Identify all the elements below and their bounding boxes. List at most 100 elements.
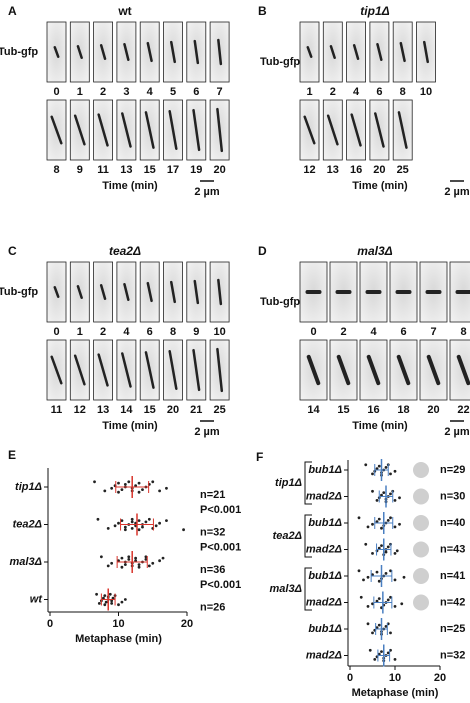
- data-dot: [371, 522, 374, 526]
- time-label: 0: [53, 326, 59, 338]
- spindle: [97, 353, 109, 387]
- time-label: 8: [400, 86, 406, 98]
- data-dot: [144, 558, 148, 561]
- time-label: 16: [367, 404, 379, 416]
- data-dot: [137, 490, 141, 494]
- data-dot: [104, 600, 108, 604]
- cell-icon: [413, 541, 429, 558]
- category-label: bub1Δ: [308, 517, 342, 529]
- data-dot: [182, 528, 185, 532]
- spindle: [350, 113, 362, 147]
- spindle: [73, 354, 86, 386]
- data-dot: [117, 481, 120, 485]
- data-dot: [165, 486, 168, 490]
- n-label: n=21: [200, 489, 225, 501]
- data-dot: [395, 549, 399, 553]
- time-label: 1: [77, 86, 83, 98]
- time-label: 4: [370, 326, 377, 338]
- spindle: [99, 44, 107, 60]
- time-label: 8: [53, 164, 59, 176]
- spindle: [170, 280, 176, 304]
- data-dot: [123, 528, 127, 532]
- spindle: [192, 108, 201, 152]
- spindle: [97, 113, 109, 147]
- spindle: [376, 42, 383, 62]
- data-dot: [147, 517, 151, 521]
- data-dot: [371, 472, 374, 476]
- data-dot: [130, 517, 134, 521]
- data-dot: [137, 528, 141, 532]
- data-dot: [380, 526, 383, 530]
- data-dot: [366, 575, 370, 579]
- spindle: [423, 40, 429, 64]
- data-dot: [154, 524, 158, 528]
- time-label: 1: [306, 86, 312, 98]
- time-label: 2: [100, 86, 106, 98]
- panel-title: wt: [117, 4, 131, 18]
- time-label: 7: [217, 86, 223, 98]
- time-label: 16: [350, 164, 362, 176]
- sd-bar: [375, 623, 388, 635]
- bracket: [304, 461, 312, 505]
- time-label: 6: [376, 86, 382, 98]
- n-label: n=43: [440, 543, 465, 555]
- data-dot: [389, 492, 392, 496]
- category-label: bub1Δ: [308, 623, 342, 635]
- p-label: P<0.001: [200, 541, 241, 553]
- time-label: 19: [190, 164, 202, 176]
- data-dot: [103, 603, 107, 607]
- time-label: 4: [353, 86, 360, 98]
- sd-bar: [374, 464, 389, 476]
- data-dot: [366, 622, 370, 626]
- spindle: [426, 354, 441, 386]
- micrograph: [389, 339, 418, 401]
- spindle: [397, 111, 408, 149]
- data-dot: [384, 466, 388, 469]
- p-label: P<0.001: [200, 579, 241, 591]
- spindle: [123, 42, 130, 62]
- spindle: [99, 284, 107, 300]
- data-dot: [158, 521, 162, 525]
- row-label: Tub-gfp: [0, 46, 38, 58]
- data-dot: [134, 556, 138, 560]
- data-dot: [120, 565, 124, 569]
- data-dot: [137, 481, 141, 485]
- x-axis-label: Metaphase (min): [352, 687, 439, 699]
- data-dot: [366, 525, 370, 529]
- time-label: 3: [123, 86, 129, 98]
- spindle: [456, 354, 470, 386]
- time-label: 2: [340, 326, 346, 338]
- sd-bar: [376, 543, 392, 556]
- time-label: 5: [170, 86, 176, 98]
- data-dot: [120, 600, 124, 604]
- data-dot: [375, 520, 379, 524]
- time-label: 20: [427, 404, 439, 416]
- x-tick-label: 0: [47, 618, 53, 630]
- data-dot: [375, 626, 379, 630]
- data-dot: [123, 563, 127, 566]
- time-axis-label: Time (min): [352, 420, 408, 432]
- data-dot: [364, 542, 368, 546]
- x-tick-label: 10: [112, 618, 124, 630]
- spindle: [121, 112, 132, 148]
- spindle: [336, 354, 351, 386]
- row-label: Tub-gfp: [260, 56, 300, 68]
- data-dot: [371, 602, 374, 606]
- spindle: [123, 282, 130, 302]
- p-label: P<0.001: [200, 504, 241, 516]
- spindle: [366, 354, 381, 386]
- time-label: 7: [430, 326, 436, 338]
- time-label: 9: [193, 326, 199, 338]
- time-label: 10: [213, 326, 225, 338]
- data-dot: [393, 525, 397, 529]
- data-dot: [141, 488, 144, 491]
- data-dot: [151, 480, 155, 484]
- time-axis-label: Time (min): [102, 180, 158, 192]
- spindle: [216, 107, 224, 153]
- micrograph: [419, 261, 448, 323]
- data-dot: [103, 489, 107, 493]
- time-label: 13: [327, 164, 339, 176]
- time-label: 17: [167, 164, 179, 176]
- time-label: 1: [77, 326, 83, 338]
- spindle: [50, 355, 63, 385]
